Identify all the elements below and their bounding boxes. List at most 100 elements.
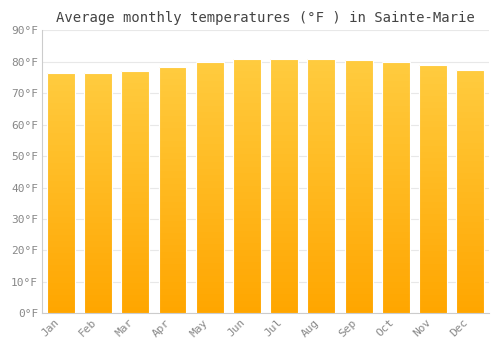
Bar — [270, 167, 298, 173]
Bar — [456, 259, 484, 265]
Bar — [344, 66, 372, 73]
Bar — [233, 161, 261, 167]
Bar — [122, 234, 150, 241]
Bar — [270, 275, 298, 281]
Bar — [122, 180, 150, 186]
Bar — [47, 121, 75, 127]
Bar — [196, 100, 224, 106]
Bar — [456, 94, 484, 100]
Bar — [158, 122, 186, 128]
Bar — [308, 91, 336, 97]
Bar — [308, 59, 336, 65]
Bar — [382, 282, 410, 288]
Bar — [233, 59, 261, 313]
Bar — [233, 211, 261, 218]
Bar — [270, 71, 298, 78]
Bar — [47, 295, 75, 301]
Bar — [456, 307, 484, 313]
Bar — [308, 237, 336, 243]
Bar — [344, 250, 372, 257]
Bar — [344, 60, 372, 66]
Bar — [158, 215, 186, 221]
Bar — [308, 161, 336, 167]
Bar — [196, 62, 224, 313]
Bar — [233, 205, 261, 211]
Bar — [344, 212, 372, 218]
Bar — [122, 150, 150, 156]
Bar — [308, 122, 336, 129]
Bar — [84, 187, 112, 193]
Bar — [158, 301, 186, 307]
Bar — [270, 59, 298, 65]
Bar — [233, 269, 261, 275]
Bar — [456, 191, 484, 198]
Bar — [419, 121, 447, 127]
Bar — [419, 288, 447, 295]
Bar — [382, 244, 410, 251]
Bar — [344, 136, 372, 142]
Bar — [308, 269, 336, 275]
Bar — [270, 59, 298, 313]
Bar — [270, 154, 298, 161]
Bar — [47, 157, 75, 163]
Bar — [122, 71, 150, 77]
Bar — [344, 237, 372, 244]
Bar — [382, 62, 410, 68]
Bar — [84, 301, 112, 307]
Bar — [122, 241, 150, 247]
Bar — [122, 229, 150, 235]
Bar — [382, 162, 410, 169]
Bar — [158, 239, 186, 245]
Bar — [382, 294, 410, 301]
Bar — [84, 175, 112, 181]
Bar — [344, 149, 372, 155]
Bar — [270, 262, 298, 269]
Bar — [419, 170, 447, 177]
Bar — [419, 115, 447, 121]
Bar — [158, 227, 186, 233]
Bar — [419, 270, 447, 276]
Bar — [158, 209, 186, 215]
Bar — [84, 295, 112, 301]
Bar — [456, 82, 484, 88]
Bar — [419, 282, 447, 288]
Bar — [196, 75, 224, 81]
Bar — [122, 77, 150, 83]
Bar — [196, 219, 224, 225]
Bar — [270, 180, 298, 186]
Bar — [382, 112, 410, 118]
Bar — [382, 206, 410, 213]
Bar — [84, 205, 112, 211]
Bar — [382, 232, 410, 238]
Bar — [233, 186, 261, 193]
Bar — [344, 288, 372, 294]
Bar — [158, 66, 186, 313]
Bar — [122, 295, 150, 301]
Bar — [308, 84, 336, 91]
Bar — [419, 65, 447, 71]
Bar — [122, 198, 150, 204]
Bar — [196, 156, 224, 162]
Bar — [47, 235, 75, 241]
Bar — [456, 70, 484, 313]
Bar — [196, 150, 224, 156]
Bar — [382, 288, 410, 294]
Bar — [84, 133, 112, 139]
Bar — [419, 226, 447, 233]
Bar — [344, 225, 372, 231]
Bar — [456, 179, 484, 186]
Bar — [456, 289, 484, 295]
Bar — [344, 130, 372, 136]
Bar — [419, 65, 447, 313]
Bar — [47, 289, 75, 295]
Bar — [122, 277, 150, 283]
Bar — [344, 218, 372, 225]
Bar — [308, 301, 336, 307]
Bar — [84, 145, 112, 151]
Bar — [47, 73, 75, 313]
Bar — [47, 145, 75, 151]
Bar — [382, 307, 410, 313]
Bar — [47, 259, 75, 265]
Bar — [233, 167, 261, 173]
Bar — [344, 105, 372, 111]
